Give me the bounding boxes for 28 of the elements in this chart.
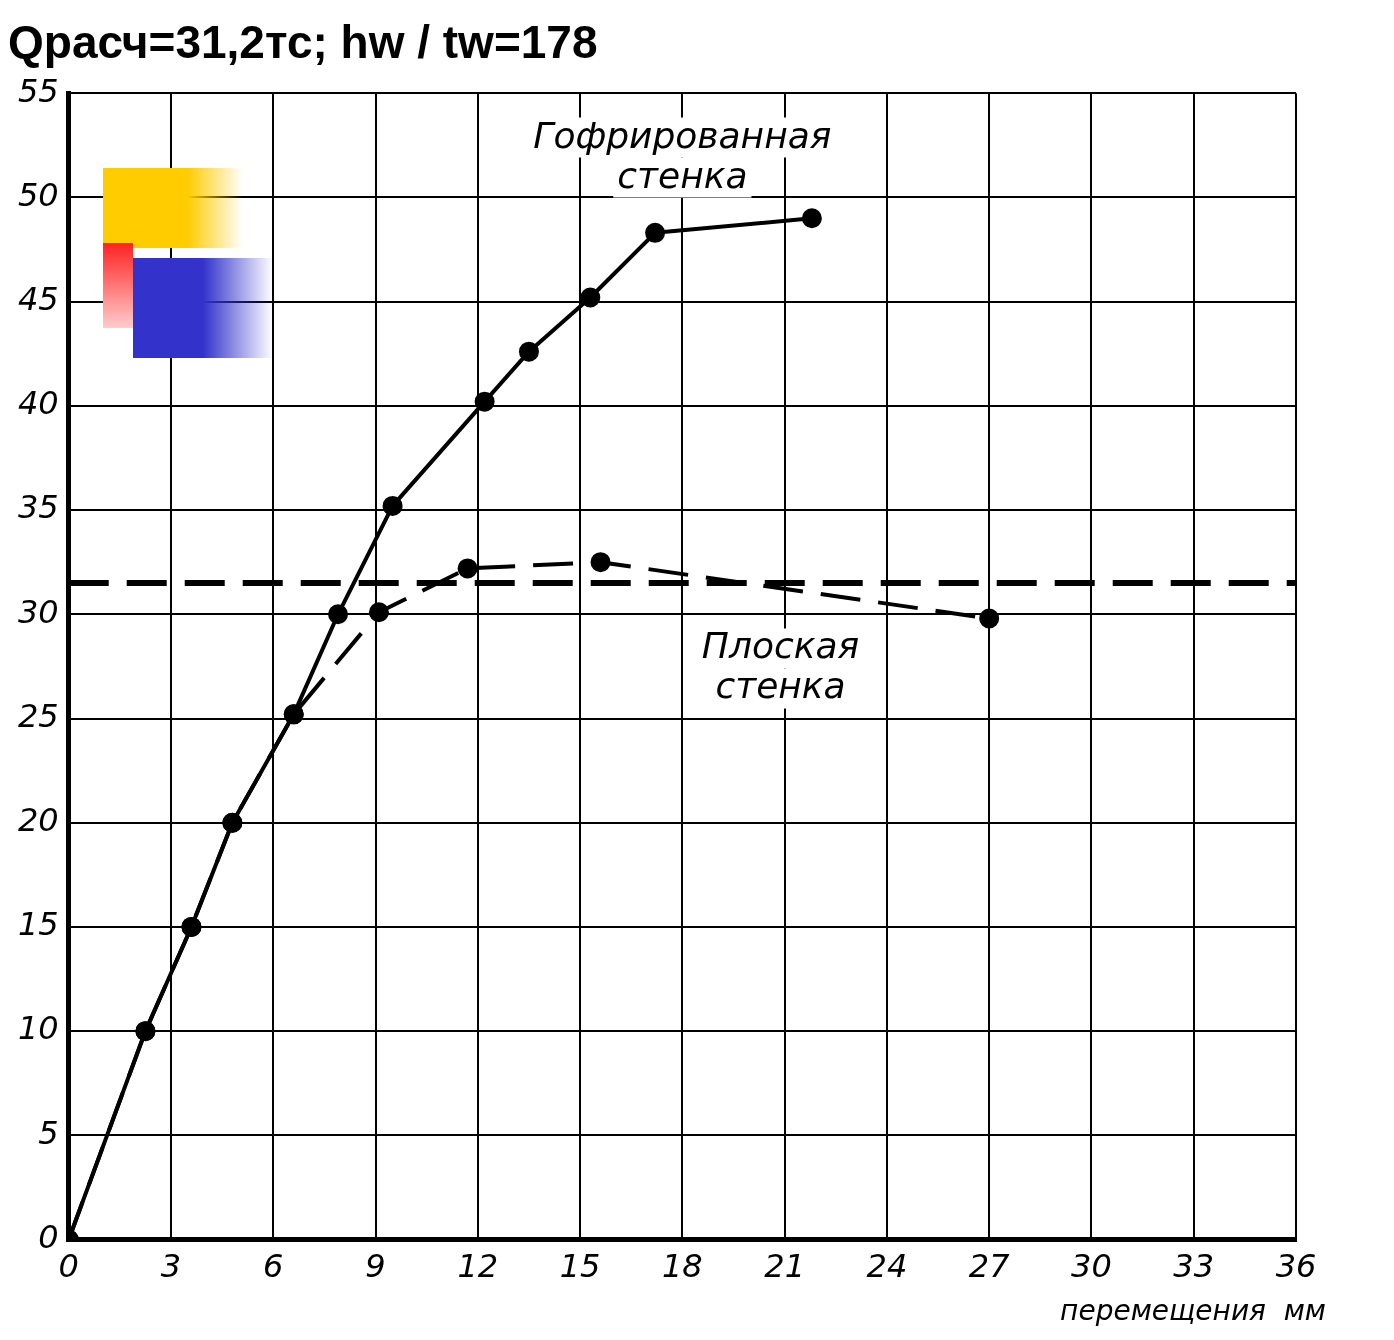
chart-title: Qрасч=31,2тс; hw / tw=178 xyxy=(8,16,598,69)
y-tick-label: 20 xyxy=(18,801,59,840)
series-label: Плоская стенка xyxy=(701,625,860,707)
y-tick-label: 35 xyxy=(18,488,59,527)
y-tick-label: 45 xyxy=(18,279,59,318)
y-tick-label: 5 xyxy=(38,1113,59,1152)
x-tick-label: 3 xyxy=(160,1247,182,1286)
y-tick-label: 10 xyxy=(18,1009,59,1048)
x-tick-label: 33 xyxy=(1173,1247,1215,1286)
y-tick-label: 15 xyxy=(18,905,59,944)
x-tick-label: 18 xyxy=(662,1247,703,1286)
x-tick-label: 27 xyxy=(968,1247,1011,1286)
y-tick-label: 50 xyxy=(18,175,59,214)
x-tick-label: 30 xyxy=(1071,1247,1112,1286)
x-tick-label: 6 xyxy=(263,1247,284,1286)
x-tick-label: 36 xyxy=(1275,1247,1317,1286)
x-tick-label: 9 xyxy=(365,1247,386,1286)
x-tick-label: 24 xyxy=(866,1247,908,1286)
x-tick-label: 15 xyxy=(559,1247,601,1286)
series-label: Гофрированная стенка xyxy=(533,114,832,196)
y-tick-label: 30 xyxy=(18,592,59,631)
x-tick-label: 12 xyxy=(457,1247,499,1286)
y-tick-label: 40 xyxy=(18,384,59,423)
y-tick-label: 25 xyxy=(18,696,59,735)
y-tick-label: 55 xyxy=(18,71,59,110)
x-tick-label: 21 xyxy=(764,1247,805,1286)
y-tick-label: 0 xyxy=(38,1217,59,1256)
x-axis-title: перемещения мм xyxy=(1060,1294,1326,1327)
